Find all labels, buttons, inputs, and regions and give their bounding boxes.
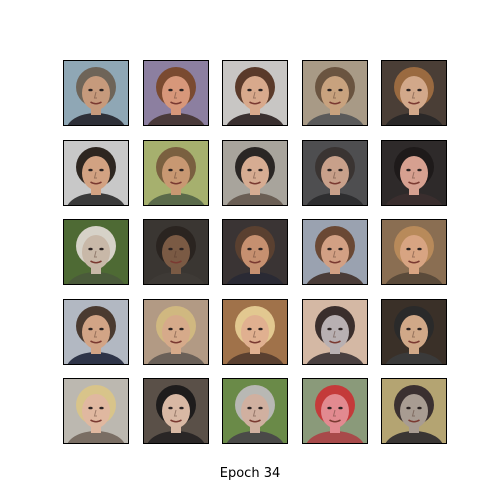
face-sample-image (303, 300, 367, 364)
face-sample-image (303, 61, 367, 125)
face-sample-image (144, 379, 208, 443)
face-sample-tile (381, 299, 447, 365)
face-sample-image (303, 379, 367, 443)
face-sample-tile (302, 299, 368, 365)
face-sample-tile (63, 378, 129, 444)
face-sample-image (223, 300, 287, 364)
face-sample-image (303, 141, 367, 205)
face-sample-image (144, 61, 208, 125)
face-sample-tile (222, 219, 288, 285)
face-sample-tile (143, 299, 209, 365)
face-sample-image (223, 61, 287, 125)
face-sample-tile (63, 299, 129, 365)
face-sample-image (223, 141, 287, 205)
face-sample-image (64, 379, 128, 443)
face-sample-tile (143, 219, 209, 285)
face-sample-tile (381, 60, 447, 126)
face-sample-tile (222, 140, 288, 206)
face-sample-image (144, 300, 208, 364)
face-sample-tile (302, 140, 368, 206)
face-sample-tile (143, 378, 209, 444)
face-sample-image (64, 220, 128, 284)
face-sample-image (223, 379, 287, 443)
face-sample-image (382, 61, 446, 125)
face-sample-tile (143, 140, 209, 206)
face-sample-tile (381, 140, 447, 206)
face-sample-tile (63, 60, 129, 126)
face-sample-image (223, 220, 287, 284)
face-sample-tile (222, 60, 288, 126)
face-sample-image (382, 300, 446, 364)
face-sample-image (382, 141, 446, 205)
face-sample-tile (302, 378, 368, 444)
face-sample-image (303, 220, 367, 284)
face-sample-image (64, 300, 128, 364)
face-sample-image (144, 141, 208, 205)
face-sample-image (64, 141, 128, 205)
face-sample-image (382, 220, 446, 284)
face-sample-tile (302, 219, 368, 285)
face-sample-tile (381, 378, 447, 444)
face-sample-image (144, 220, 208, 284)
face-sample-tile (143, 60, 209, 126)
face-sample-tile (63, 140, 129, 206)
face-sample-tile (222, 299, 288, 365)
epoch-caption: Epoch 34 (219, 466, 281, 481)
face-sample-image (382, 379, 446, 443)
face-sample-tile (63, 219, 129, 285)
face-sample-tile (222, 378, 288, 444)
face-sample-tile (381, 219, 447, 285)
face-sample-tile (302, 60, 368, 126)
face-sample-image (64, 61, 128, 125)
